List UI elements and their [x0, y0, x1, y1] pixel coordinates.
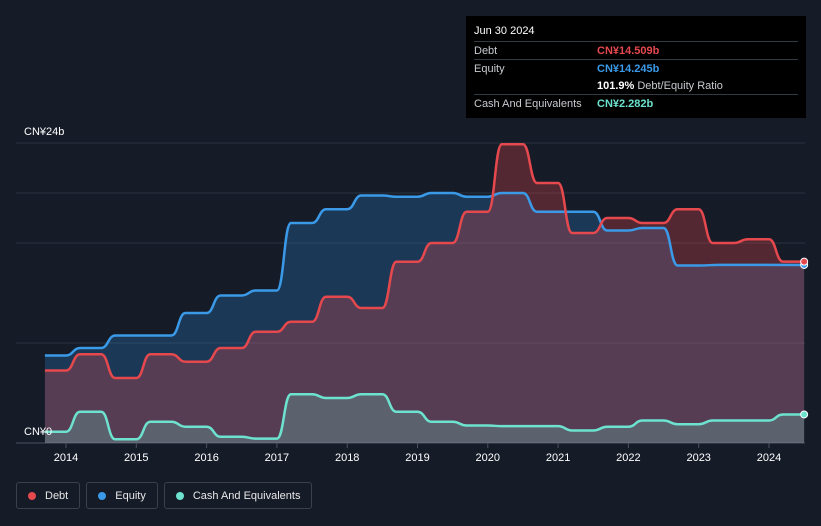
x-tick-label: 2018	[335, 452, 359, 464]
tooltip-equity-label: Equity	[474, 62, 505, 75]
end-point-debt	[800, 257, 809, 266]
legend-cash-label: Cash And Equivalents	[192, 489, 301, 502]
area-debt	[44, 144, 805, 443]
x-tick-label: 2021	[546, 452, 570, 464]
line-debt	[44, 143, 805, 380]
y-axis-top-label: CN¥24b	[24, 126, 64, 138]
area-equity	[44, 193, 805, 443]
cash-dot-icon	[175, 491, 184, 500]
tooltip-ratio-value: 101.9%	[597, 79, 635, 92]
x-tick-label: 2024	[757, 452, 781, 464]
x-axis: 2014 2015 2016 2017 2018 2019 2020 2021 2022 2023…	[54, 443, 781, 464]
gridlines	[16, 142, 805, 444]
tooltip-row-cash: Cash And Equivalents CN¥2.282b	[474, 94, 798, 112]
line-equity	[44, 191, 805, 357]
tooltip-cash-label: Cash And Equivalents	[474, 97, 582, 110]
x-tick-label: 2022	[616, 452, 640, 464]
legend-item-debt[interactable]: Debt	[16, 482, 81, 509]
x-tick-label: 2020	[476, 452, 500, 464]
tooltip-row-debt: Debt CN¥14.509b	[474, 41, 798, 59]
x-tick-label: 2015	[124, 452, 148, 464]
line-cash-and-equivalents	[44, 393, 805, 441]
series-areas	[44, 144, 805, 443]
legend-item-cash[interactable]: Cash And Equivalents	[163, 482, 313, 509]
x-tick-label: 2016	[194, 452, 218, 464]
x-tick-label: 2017	[265, 452, 289, 464]
end-point-cash-and-equivalents	[800, 410, 809, 419]
legend: Debt Equity Cash And Equivalents	[16, 482, 313, 509]
series-lines	[44, 143, 805, 441]
legend-debt-label: Debt	[45, 489, 69, 502]
x-tick-label: 2023	[686, 452, 710, 464]
tooltip-row-ratio: 101.9% Debt/Equity Ratio	[474, 77, 798, 94]
tooltip-date: Jun 30 2024	[474, 25, 535, 37]
y-axis-bottom-label: CN¥0	[24, 426, 52, 438]
legend-equity-label: Equity	[115, 489, 146, 502]
tooltip-debt-value: CN¥14.509b	[597, 44, 660, 57]
x-tick-label: 2014	[54, 452, 78, 464]
x-tick-label: 2019	[405, 452, 429, 464]
tooltip-cash-value: CN¥2.282b	[597, 97, 654, 110]
end-markers	[800, 257, 809, 419]
tooltip-ratio-suffix: Debt/Equity Ratio	[637, 79, 723, 92]
tooltip-equity-value: CN¥14.245b	[597, 62, 660, 75]
legend-item-equity[interactable]: Equity	[86, 482, 158, 509]
tooltip-row-equity: Equity CN¥14.245b	[474, 59, 798, 77]
tooltip-panel: Jun 30 2024 Debt CN¥14.509b Equity CN¥14…	[466, 16, 806, 118]
equity-dot-icon	[98, 491, 107, 500]
debt-dot-icon	[28, 491, 36, 500]
tooltip-debt-label: Debt	[474, 44, 498, 57]
